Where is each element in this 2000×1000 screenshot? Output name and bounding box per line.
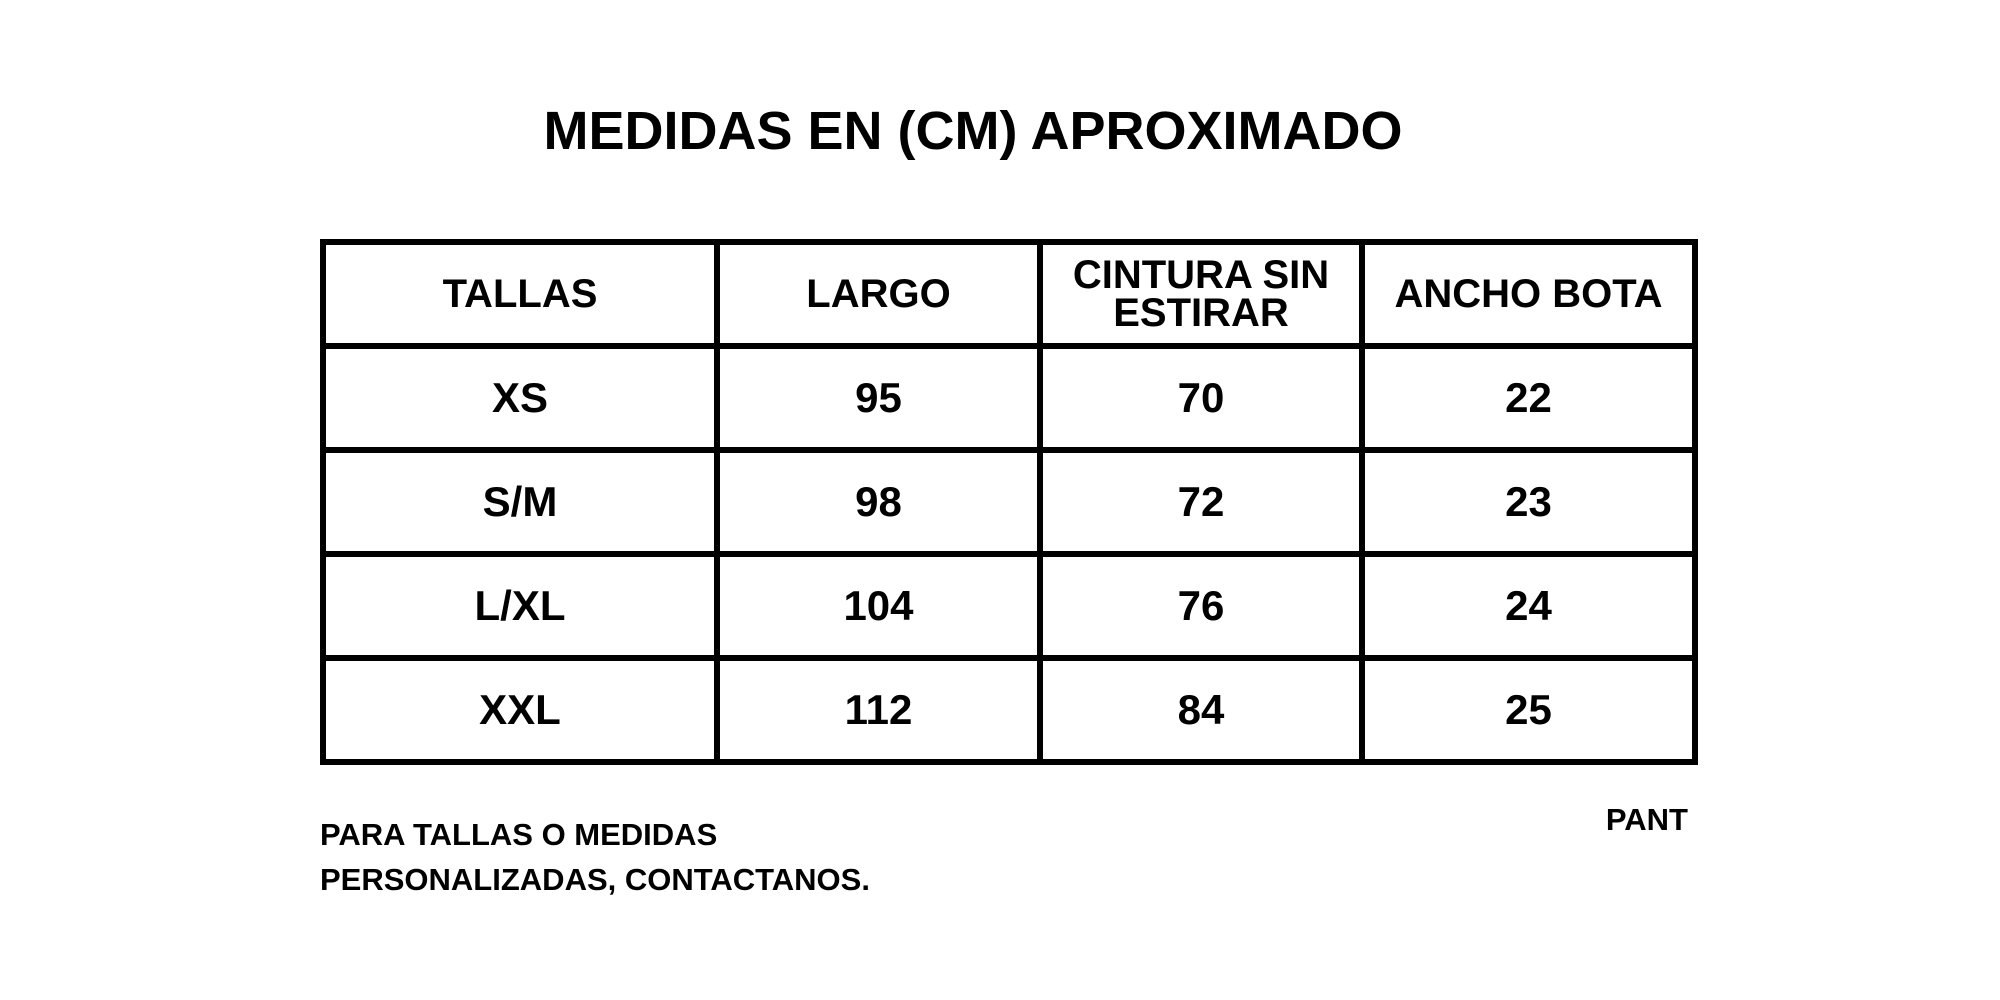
header-ancho-bota: ANCHO BOTA [1359,239,1698,349]
cell-ancho-bota: 23 [1359,447,1698,557]
header-tallas: TALLAS [320,239,720,349]
header-largo: LARGO [714,239,1043,349]
note-line-1: PARA TALLAS O MEDIDAS [320,817,718,852]
cell-largo: 104 [714,551,1043,661]
cell-ancho-bota: 25 [1359,655,1698,765]
custom-size-note: PARA TALLAS O MEDIDAS PERSONALIZADAS, CO… [320,812,870,902]
table-row: XS 95 70 22 [320,343,1698,453]
cell-cintura: 76 [1037,551,1365,661]
note-line-2: PERSONALIZADAS, CONTACTANOS. [320,862,870,897]
size-table: TALLAS LARGO CINTURA SIN ESTIRAR ANCHO B… [320,239,1698,765]
table-row: L/XL 104 76 24 [320,551,1698,661]
table-row: S/M 98 72 23 [320,447,1698,557]
product-code: PANT [1605,802,1688,837]
header-cintura: CINTURA SIN ESTIRAR [1037,239,1365,349]
cell-cintura: 84 [1037,655,1365,765]
cell-cintura: 72 [1037,447,1365,557]
cell-talla: L/XL [320,551,720,661]
cell-cintura: 70 [1037,343,1365,453]
cell-ancho-bota: 24 [1359,551,1698,661]
cell-talla: XXL [320,655,720,765]
cell-talla: S/M [320,447,720,557]
cell-ancho-bota: 22 [1359,343,1698,453]
cell-largo: 95 [714,343,1043,453]
page-title: MEDIDAS EN (CM) APROXIMADO [543,101,1403,161]
table-row: XXL 112 84 25 [320,655,1698,765]
table-header-row: TALLAS LARGO CINTURA SIN ESTIRAR ANCHO B… [320,239,1698,349]
cell-talla: XS [320,343,720,453]
cell-largo: 112 [714,655,1043,765]
cell-largo: 98 [714,447,1043,557]
